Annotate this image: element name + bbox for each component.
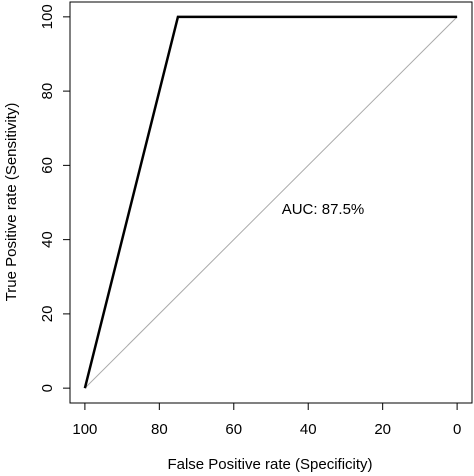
x-tick-label: 60: [225, 421, 242, 438]
line: [83, 15, 458, 389]
plot-frame: [69, 1, 473, 404]
annotation: AUC: 87.5%: [282, 201, 365, 218]
x-tick-label: 80: [151, 421, 168, 438]
line: [84, 16, 458, 389]
y-axis-label: True Positive rate (Sensitivity): [3, 103, 20, 302]
y-tick-label: 100: [39, 4, 56, 29]
x-tick-label: 0: [453, 421, 461, 438]
x-axis-label: False Positive rate (Specificity): [167, 456, 372, 473]
x-tick-label: 100: [72, 421, 97, 438]
y-tick-label: 40: [39, 231, 56, 248]
y-tick-label: 60: [39, 157, 56, 174]
y-tick-label: 20: [39, 306, 56, 323]
x-tick-label: 20: [374, 421, 391, 438]
y-tick-label: 0: [39, 384, 56, 392]
x-tick-label: 40: [300, 421, 317, 438]
y-tick-label: 80: [39, 83, 56, 100]
